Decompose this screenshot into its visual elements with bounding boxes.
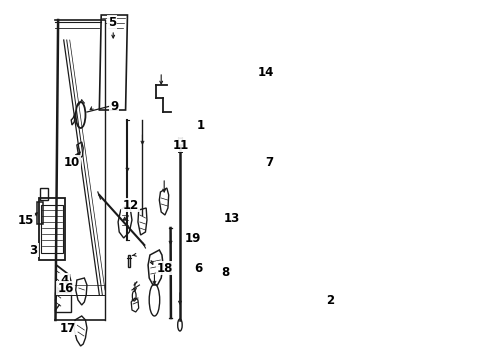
- Text: 7: 7: [265, 156, 273, 168]
- Text: 17: 17: [60, 321, 76, 334]
- Bar: [41, 188, 48, 200]
- Text: 13: 13: [223, 212, 240, 225]
- Bar: [41, 205, 63, 253]
- Bar: [128, 255, 130, 267]
- Text: 6: 6: [194, 261, 202, 274]
- Text: 10: 10: [64, 156, 80, 168]
- Text: 2: 2: [326, 293, 334, 306]
- Text: 4: 4: [60, 274, 69, 287]
- Text: 8: 8: [221, 266, 229, 279]
- Text: 3: 3: [30, 243, 38, 257]
- Bar: [55, 292, 71, 312]
- Bar: [38, 202, 43, 224]
- Text: 5: 5: [108, 15, 116, 28]
- Text: 14: 14: [257, 66, 273, 78]
- Text: 12: 12: [122, 198, 139, 212]
- Text: 9: 9: [110, 99, 119, 113]
- Text: 15: 15: [17, 213, 34, 226]
- Bar: [39, 198, 65, 260]
- Text: 19: 19: [185, 231, 201, 244]
- Text: 18: 18: [157, 261, 173, 274]
- Text: 16: 16: [57, 282, 74, 294]
- Text: 1: 1: [196, 118, 205, 131]
- Text: 11: 11: [173, 139, 189, 152]
